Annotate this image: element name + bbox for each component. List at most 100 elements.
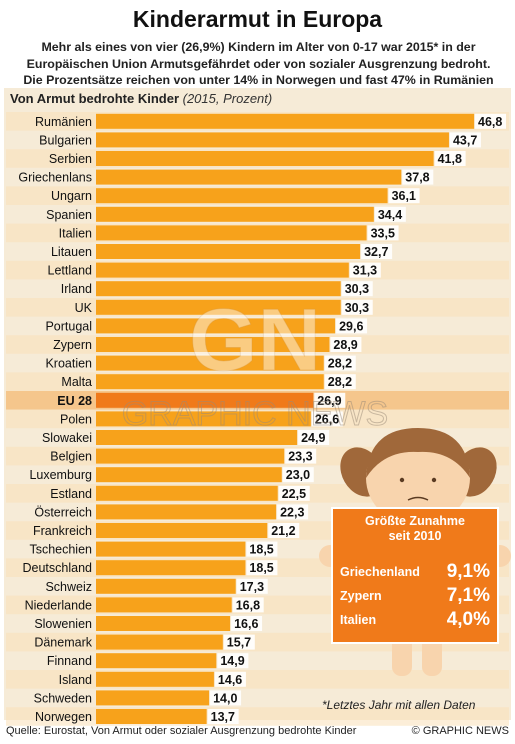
value-label-bg — [210, 690, 242, 706]
subtitle: Mehr als eines von vier (26,9%) Kindern … — [6, 39, 511, 89]
category-label: Norwegen — [35, 710, 92, 724]
bar-2 — [96, 151, 434, 166]
category-label: Malta — [61, 375, 92, 389]
bar-8 — [96, 262, 349, 278]
subtitle-line: Die Prozentsätze reichen von unter 14% i… — [23, 73, 494, 87]
category-label: Polen — [60, 412, 92, 426]
value-label: 23,0 — [286, 468, 310, 482]
bar-17 — [96, 430, 298, 445]
bar-4 — [96, 188, 388, 204]
page-title: Kinderarmut in Europa — [132, 6, 383, 32]
value-label: 37,8 — [405, 171, 429, 185]
bar-10 — [96, 299, 341, 315]
bar-18 — [96, 448, 285, 464]
value-label-bg — [236, 578, 268, 594]
value-label: 32,7 — [364, 245, 388, 259]
value-label: 22,3 — [280, 505, 304, 519]
value-label: 29,6 — [339, 319, 363, 333]
bar-7 — [96, 244, 361, 259]
category-label: Schweiz — [45, 580, 92, 594]
callout-country: Griechenland — [340, 565, 420, 579]
callout-value: 7,1% — [447, 585, 490, 606]
category-label: UK — [75, 301, 93, 315]
subtitle-line: Mehr als eines von vier (26,9%) Kindern … — [41, 40, 476, 54]
bar-32 — [96, 709, 207, 724]
value-label-bg — [232, 597, 264, 613]
category-label: Island — [59, 673, 92, 687]
watermark-logo: GN — [189, 290, 321, 389]
value-label: 31,3 — [353, 264, 377, 278]
bar-3 — [96, 169, 402, 185]
category-label: Griechenlans — [18, 171, 92, 185]
category-label: Ungarn — [51, 189, 92, 203]
value-label: 13,7 — [211, 710, 235, 724]
value-label: 14,0 — [213, 691, 237, 705]
category-label: Irland — [61, 282, 92, 296]
category-label: EU 28 — [57, 394, 92, 408]
category-label: Slowenien — [34, 617, 92, 631]
value-label: 16,6 — [234, 617, 258, 631]
category-label: Frankreich — [33, 524, 92, 538]
bar-26 — [96, 597, 232, 613]
category-label: Tschechien — [29, 543, 92, 557]
value-label-bg — [207, 709, 239, 724]
value-label-bg — [314, 392, 346, 408]
category-label: Kroatien — [45, 357, 92, 371]
bar-13 — [96, 355, 324, 371]
value-label-bg — [367, 225, 399, 241]
value-label: 14,6 — [218, 673, 242, 687]
value-label: 28,2 — [328, 375, 352, 389]
value-label-bg — [361, 244, 393, 259]
category-label: Slowakei — [42, 431, 92, 445]
callout-value: 9,1% — [447, 561, 490, 582]
chart-header-sub: (2015, Prozent) — [182, 91, 273, 106]
bar-12 — [96, 337, 330, 352]
bar-28 — [96, 634, 223, 650]
bar-0 — [96, 113, 474, 129]
value-label-bg — [246, 541, 278, 557]
category-label: Luxemburg — [29, 468, 92, 482]
footnote: *Letztes Jahr mit allen Daten — [322, 698, 476, 712]
category-label: Belgien — [50, 450, 92, 464]
value-label: 23,3 — [288, 450, 312, 464]
eye-right — [431, 477, 437, 483]
value-label-bg — [246, 560, 278, 576]
category-label: Zypern — [53, 338, 92, 352]
value-label-bg — [278, 485, 310, 501]
value-label: 28,2 — [328, 357, 352, 371]
value-label-bg — [282, 467, 314, 483]
value-label: 46,8 — [478, 115, 502, 129]
bar-11 — [96, 318, 336, 334]
category-label: Portugal — [45, 319, 92, 333]
value-label-bg — [449, 132, 481, 148]
value-label-bg — [217, 653, 249, 669]
value-label-bg — [298, 430, 330, 445]
bar-31 — [96, 690, 210, 706]
subtitle-line: Europäischen Union Armutsgefährdet oder … — [26, 56, 491, 71]
value-label: 30,3 — [345, 301, 369, 315]
chart-header-label: Von Armut bedrohte Kinder — [10, 91, 179, 106]
chart-header: Von Armut bedrohte Kinder (2015, Prozent… — [4, 88, 511, 110]
value-label-bg — [268, 523, 300, 538]
category-label: Spanien — [46, 208, 92, 222]
value-label-bg — [341, 281, 373, 297]
credit-text: © GRAPHIC NEWS — [411, 725, 509, 737]
bar-27 — [96, 616, 231, 631]
callout-box — [331, 507, 499, 644]
value-label-bg — [285, 448, 317, 464]
category-label: Schweden — [34, 691, 92, 705]
value-label-bg — [475, 113, 506, 129]
value-label: 18,5 — [249, 561, 273, 575]
value-label-bg — [223, 634, 255, 650]
value-label: 34,4 — [378, 208, 402, 222]
value-label: 24,9 — [301, 431, 325, 445]
value-label-bg — [349, 262, 381, 278]
girl-mouth — [407, 496, 429, 501]
category-label: Bulgarien — [39, 133, 92, 147]
bar-16 — [96, 411, 311, 427]
watermark-text: GRAPHIC NEWS — [122, 395, 388, 433]
callout-value: 4,0% — [447, 609, 490, 630]
bar-30 — [96, 671, 214, 687]
value-label: 15,7 — [227, 636, 251, 650]
